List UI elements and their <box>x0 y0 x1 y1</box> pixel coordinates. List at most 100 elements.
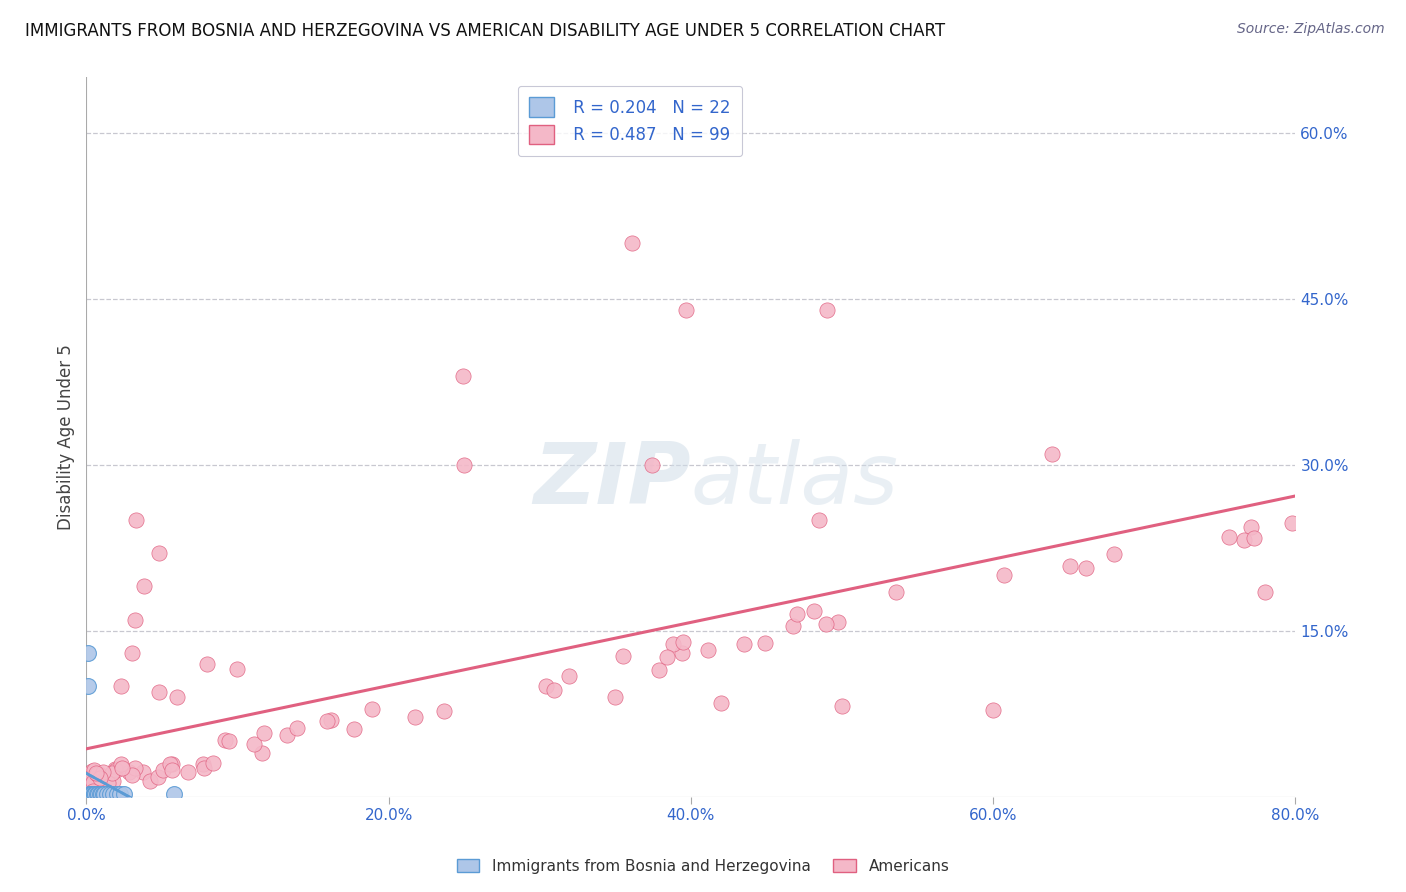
Point <box>733 637 755 651</box>
Point <box>100 788 122 802</box>
Point <box>111 761 134 775</box>
Point <box>782 619 804 633</box>
Text: atlas: atlas <box>690 439 898 522</box>
Point <box>80 788 103 802</box>
Point <box>79 772 101 786</box>
Point <box>124 761 146 775</box>
Point <box>110 756 132 771</box>
Point <box>177 765 200 780</box>
Point <box>121 646 143 660</box>
Point <box>672 634 695 648</box>
Point <box>82 764 104 779</box>
Text: IMMIGRANTS FROM BOSNIA AND HERZEGOVINA VS AMERICAN DISABILITY AGE UNDER 5 CORREL: IMMIGRANTS FROM BOSNIA AND HERZEGOVINA V… <box>25 22 945 40</box>
Point <box>110 679 132 693</box>
Point <box>1102 547 1125 561</box>
Point <box>104 762 127 776</box>
Point <box>710 696 733 710</box>
Point <box>108 788 131 802</box>
Point <box>148 546 170 560</box>
Point <box>671 647 693 661</box>
Point <box>316 714 339 728</box>
Point <box>661 637 683 651</box>
Point <box>404 710 426 724</box>
Point <box>285 721 308 735</box>
Point <box>1074 561 1097 575</box>
Point <box>1059 559 1081 574</box>
Point <box>139 774 162 789</box>
Point <box>83 788 105 802</box>
Point <box>76 646 98 660</box>
Point <box>91 788 114 802</box>
Point <box>433 704 456 718</box>
Point <box>214 733 236 747</box>
Point <box>82 774 104 789</box>
Point <box>94 775 117 789</box>
Point <box>657 649 679 664</box>
Point <box>96 788 118 802</box>
Point <box>1239 519 1261 533</box>
Point <box>343 722 366 736</box>
Point <box>84 766 107 780</box>
Point <box>89 788 111 802</box>
Text: ZIP: ZIP <box>533 439 690 522</box>
Point <box>80 788 103 802</box>
Legend:  R = 0.204   N = 22,  R = 0.487   N = 99: R = 0.204 N = 22, R = 0.487 N = 99 <box>517 86 742 156</box>
Point <box>1040 447 1063 461</box>
Point <box>97 781 120 796</box>
Point <box>814 616 837 631</box>
Point <box>86 788 108 802</box>
Point <box>148 684 170 698</box>
Point <box>105 788 128 802</box>
Point <box>104 763 127 777</box>
Legend: Immigrants from Bosnia and Herzegovina, Americans: Immigrants from Bosnia and Herzegovina, … <box>450 853 956 880</box>
Point <box>193 761 215 775</box>
Y-axis label: Disability Age Under 5: Disability Age Under 5 <box>58 344 75 530</box>
Point <box>754 636 776 650</box>
Point <box>675 302 697 317</box>
Point <box>159 756 181 771</box>
Point <box>648 663 671 677</box>
Point <box>534 679 557 693</box>
Point <box>1233 533 1256 548</box>
Point <box>195 657 218 671</box>
Point <box>160 763 183 777</box>
Point <box>620 236 643 251</box>
Point <box>808 513 831 527</box>
Point <box>82 784 104 798</box>
Point <box>202 756 225 770</box>
Point <box>121 767 143 781</box>
Point <box>82 784 104 798</box>
Point <box>87 766 110 780</box>
Point <box>191 756 214 771</box>
Point <box>1254 585 1277 599</box>
Point <box>97 775 120 789</box>
Point <box>84 788 107 802</box>
Point <box>101 774 124 789</box>
Point <box>132 579 155 593</box>
Text: Source: ZipAtlas.com: Source: ZipAtlas.com <box>1237 22 1385 37</box>
Point <box>253 726 276 740</box>
Point <box>124 613 146 627</box>
Point <box>803 604 825 618</box>
Point <box>118 765 141 780</box>
Point <box>243 738 266 752</box>
Point <box>112 788 135 802</box>
Point <box>89 771 111 785</box>
Point <box>76 679 98 693</box>
Point <box>91 764 114 779</box>
Point <box>83 764 105 778</box>
Point <box>218 734 240 748</box>
Point <box>543 682 565 697</box>
Point <box>612 648 634 663</box>
Point <box>786 607 808 621</box>
Point <box>981 703 1004 717</box>
Point <box>226 662 249 676</box>
Point <box>451 369 474 384</box>
Point <box>1243 531 1265 545</box>
Point <box>252 746 274 760</box>
Point <box>90 788 112 802</box>
Point <box>640 458 662 472</box>
Point <box>605 690 627 704</box>
Point <box>87 788 110 802</box>
Point <box>1218 530 1240 544</box>
